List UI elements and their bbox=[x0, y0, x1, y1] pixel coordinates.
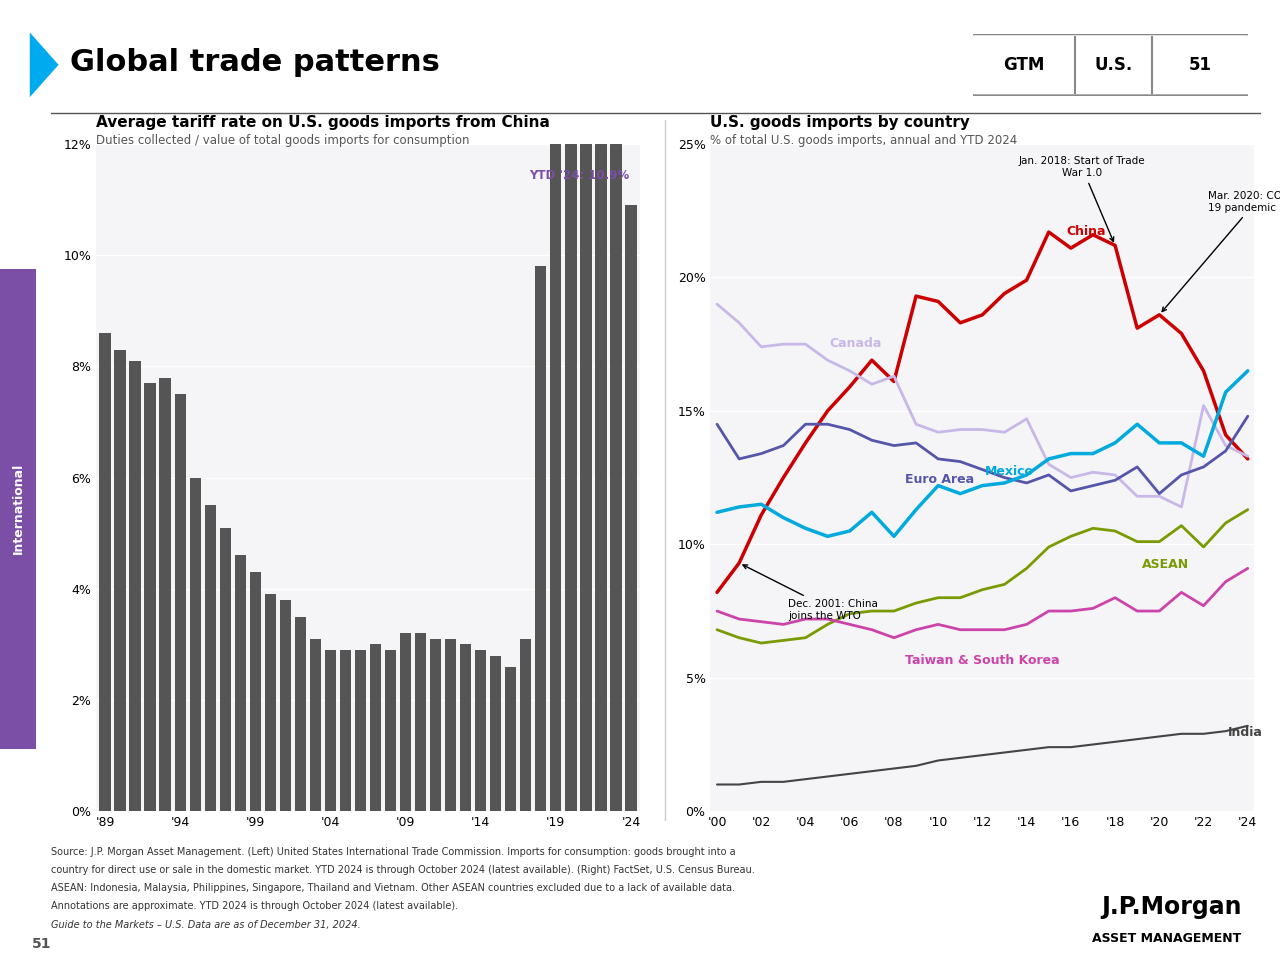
Text: ASEAN: Indonesia, Malaysia, Philippines, Singapore, Thailand and Vietnam. Other : ASEAN: Indonesia, Malaysia, Philippines,… bbox=[51, 883, 735, 893]
Text: Source: J.P. Morgan Asset Management. (Left) United States International Trade C: Source: J.P. Morgan Asset Management. (L… bbox=[51, 847, 736, 856]
Text: GTM: GTM bbox=[1004, 56, 1044, 74]
Text: Average tariff rate on U.S. goods imports from China: Average tariff rate on U.S. goods import… bbox=[96, 115, 550, 130]
Bar bbox=[310, 638, 321, 811]
Bar bbox=[566, 0, 576, 811]
Text: Canada: Canada bbox=[829, 337, 882, 349]
Bar bbox=[460, 644, 471, 811]
Bar bbox=[430, 638, 442, 811]
Text: U.S. goods imports by country: U.S. goods imports by country bbox=[710, 115, 970, 130]
Bar bbox=[160, 377, 170, 811]
Bar bbox=[490, 656, 502, 811]
Bar bbox=[294, 616, 306, 811]
Text: Global trade patterns: Global trade patterns bbox=[70, 48, 440, 77]
Bar bbox=[415, 634, 426, 811]
Bar bbox=[250, 572, 261, 811]
Bar bbox=[370, 644, 381, 811]
Bar bbox=[580, 0, 591, 811]
FancyBboxPatch shape bbox=[965, 35, 1256, 95]
Bar bbox=[145, 383, 156, 811]
Text: J.P.Morgan: J.P.Morgan bbox=[1101, 895, 1242, 920]
Bar bbox=[595, 0, 607, 811]
Bar bbox=[475, 650, 486, 811]
Bar bbox=[205, 505, 216, 811]
Text: Duties collected / value of total goods imports for consumption: Duties collected / value of total goods … bbox=[96, 134, 470, 147]
Polygon shape bbox=[29, 33, 59, 97]
Bar bbox=[399, 634, 411, 811]
Text: Guide to the Markets – U.S. Data are as of December 31, 2024.: Guide to the Markets – U.S. Data are as … bbox=[51, 920, 361, 929]
Bar bbox=[234, 556, 246, 811]
Bar bbox=[626, 205, 636, 811]
Bar bbox=[220, 528, 230, 811]
Bar bbox=[189, 477, 201, 811]
Text: Annotations are approximate. YTD 2024 is through October 2024 (latest available): Annotations are approximate. YTD 2024 is… bbox=[51, 901, 458, 911]
Bar bbox=[445, 638, 456, 811]
Bar bbox=[611, 0, 622, 811]
Bar bbox=[129, 361, 141, 811]
Text: Mar. 2020: COVID-
19 pandemic: Mar. 2020: COVID- 19 pandemic bbox=[1162, 191, 1280, 311]
Text: India: India bbox=[1228, 727, 1263, 739]
Text: ASSET MANAGEMENT: ASSET MANAGEMENT bbox=[1092, 932, 1242, 946]
Text: ASEAN: ASEAN bbox=[1142, 559, 1189, 571]
Text: 51: 51 bbox=[1188, 56, 1211, 74]
Bar bbox=[100, 333, 110, 811]
Bar bbox=[355, 650, 366, 811]
Bar bbox=[385, 650, 397, 811]
Text: Euro Area: Euro Area bbox=[905, 473, 974, 486]
Text: country for direct use or sale in the domestic market. YTD 2024 is through Octob: country for direct use or sale in the do… bbox=[51, 865, 755, 875]
Text: Dec. 2001: China
joins the WTO: Dec. 2001: China joins the WTO bbox=[742, 564, 878, 621]
Text: U.S.: U.S. bbox=[1094, 56, 1133, 74]
Text: Jan. 2018: Start of Trade
War 1.0: Jan. 2018: Start of Trade War 1.0 bbox=[1019, 156, 1146, 241]
Bar bbox=[265, 594, 276, 811]
Bar bbox=[325, 650, 337, 811]
Text: % of total U.S. goods imports, annual and YTD 2024: % of total U.S. goods imports, annual an… bbox=[710, 134, 1018, 147]
Bar bbox=[550, 0, 562, 811]
Bar bbox=[506, 666, 516, 811]
Text: Taiwan & South Korea: Taiwan & South Korea bbox=[905, 655, 1060, 667]
Text: 51: 51 bbox=[32, 938, 51, 951]
Text: International: International bbox=[12, 463, 24, 555]
Bar bbox=[114, 349, 125, 811]
Text: China: China bbox=[1066, 225, 1106, 238]
Bar bbox=[339, 650, 351, 811]
Text: YTD '24: 10.9%: YTD '24: 10.9% bbox=[529, 169, 630, 182]
FancyBboxPatch shape bbox=[0, 221, 37, 797]
Bar bbox=[520, 638, 531, 811]
Bar bbox=[174, 395, 186, 811]
Bar bbox=[280, 600, 291, 811]
Text: Mexico: Mexico bbox=[984, 465, 1034, 478]
Bar bbox=[535, 266, 547, 811]
